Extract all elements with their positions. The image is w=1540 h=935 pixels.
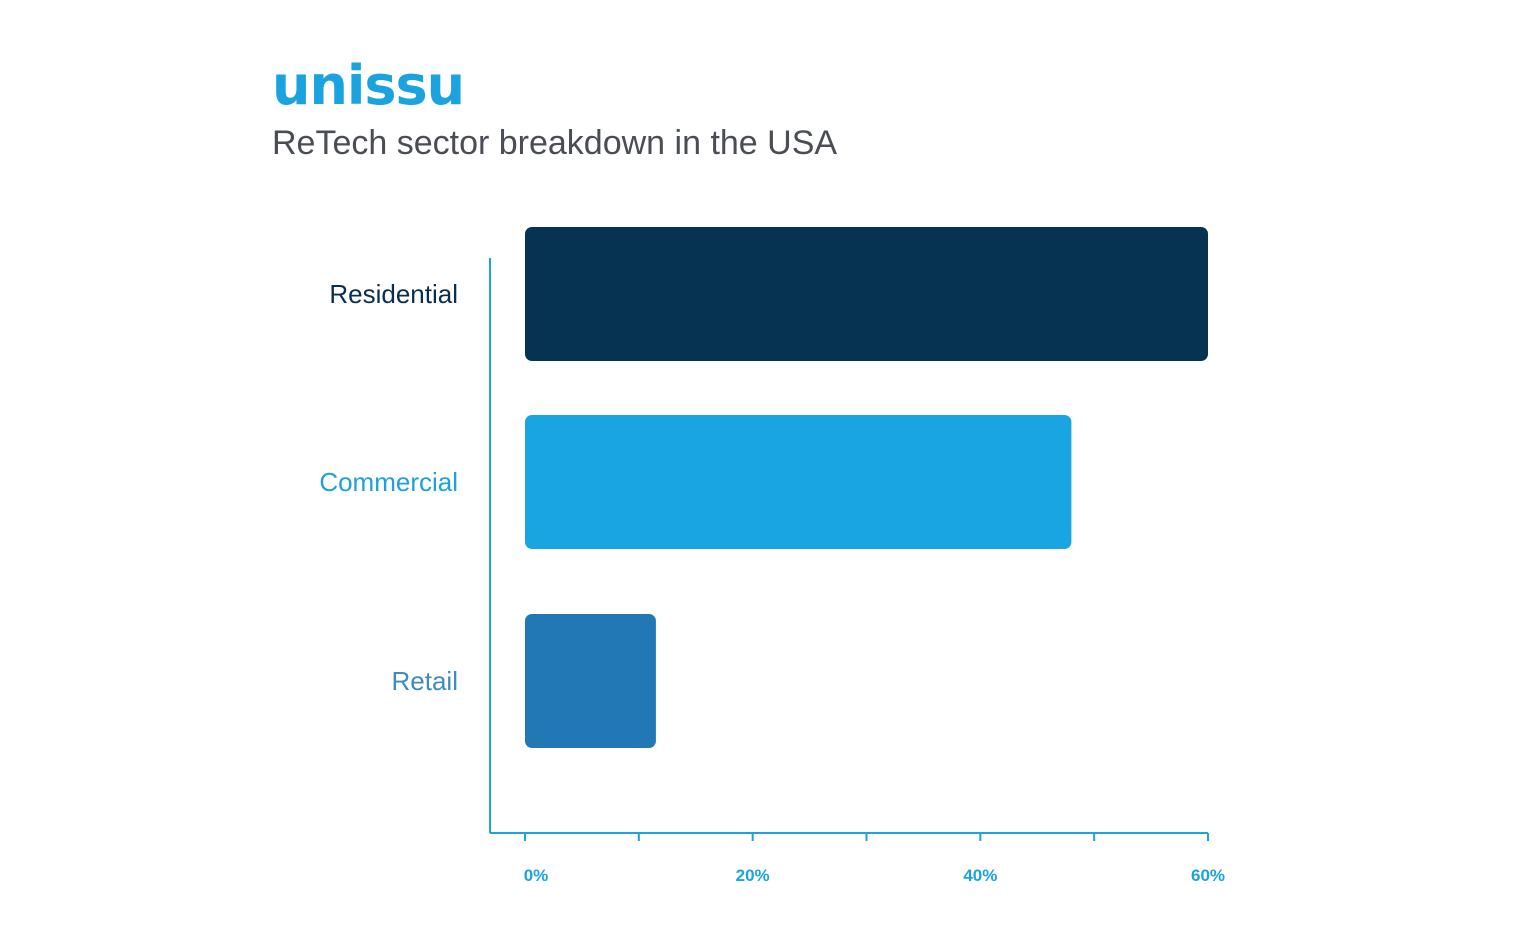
bar-retail	[525, 614, 656, 748]
chart-title: ReTech sector breakdown in the USA	[272, 124, 838, 162]
category-label-residential: Residential	[329, 279, 458, 309]
bar-residential	[525, 227, 1208, 361]
logo-text: unissu	[272, 54, 465, 117]
category-label-retail: Retail	[392, 666, 458, 696]
category-label-commercial: Commercial	[319, 467, 458, 497]
x-tick-label: 40%	[963, 866, 997, 885]
bar-commercial	[525, 415, 1072, 549]
x-tick-label: 60%	[1191, 866, 1225, 885]
x-tick-label: 0%	[524, 866, 549, 885]
x-tick-label: 20%	[736, 866, 770, 885]
